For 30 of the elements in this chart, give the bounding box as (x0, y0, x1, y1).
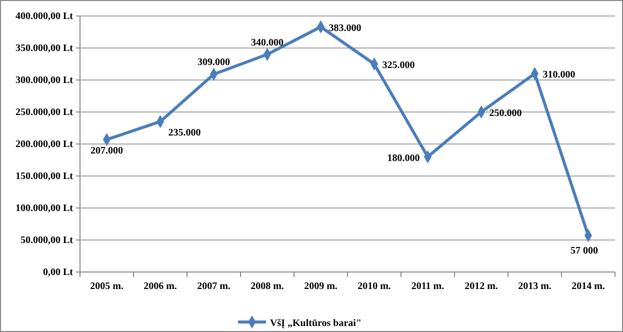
x-tick-label: 2007 m. (197, 281, 231, 292)
legend-label: VšĮ „Kultūros barai" (270, 318, 362, 329)
data-label: 383.000 (328, 22, 362, 34)
x-tick-label: 2010 m. (358, 281, 392, 292)
x-tick-label: 2013 m. (518, 281, 552, 292)
y-tick-label: 250.000,00 Lt (16, 107, 74, 118)
data-label: 340.000 (251, 37, 284, 48)
x-tick-label: 2008 m. (250, 281, 284, 292)
x-tick-label: 2014 m. (572, 281, 606, 292)
y-tick-label: 50.000,00 Lt (20, 235, 74, 246)
x-tick-label: 2011 m. (411, 281, 445, 292)
x-tick-label: 2009 m. (304, 281, 338, 292)
data-label: 207.000 (90, 146, 123, 157)
y-tick-label: 0,00 Lt (43, 267, 74, 278)
y-tick-label: 350.000,00 Lt (16, 43, 74, 54)
data-label: 57 000 (570, 246, 598, 257)
data-label: 310.000 (542, 70, 576, 81)
y-tick-label: 300.000,00 Lt (16, 75, 74, 86)
y-tick-label: 150.000,00 Lt (16, 171, 74, 182)
y-tick-label: 400.000,00 Lt (16, 11, 74, 22)
data-label: 309.000 (198, 57, 230, 68)
y-tick-label: 200.000,00 Lt (16, 139, 74, 150)
x-tick-label: 2005 m. (90, 281, 124, 292)
data-label: 250.000 (489, 108, 522, 119)
y-tick-label: 100.000,00 Lt (16, 203, 74, 214)
data-label: 325.000 (382, 60, 415, 71)
x-tick-label: 2012 m. (464, 281, 498, 292)
x-tick-label: 2006 m. (144, 281, 178, 292)
data-label: 180.000 (387, 152, 420, 164)
data-label: 235.000 (168, 128, 201, 139)
